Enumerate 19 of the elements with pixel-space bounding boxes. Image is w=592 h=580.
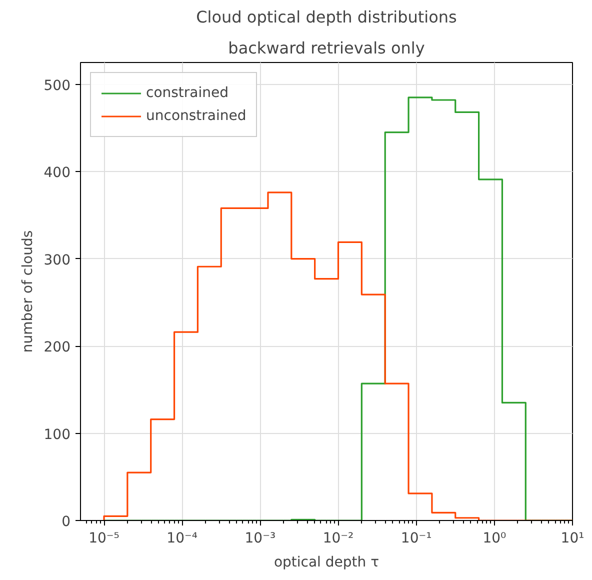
y-axis-title: number of clouds [20, 230, 36, 353]
y-tick-label: 0 [62, 514, 71, 530]
x-tick-label: 10¹ [560, 530, 584, 546]
legend-label: constrained [146, 85, 229, 101]
chart-subtitle: backward retrievals only [228, 38, 425, 58]
y-tick-label: 100 [44, 426, 71, 443]
y-tick-label: 300 [44, 252, 71, 268]
chart-title: Cloud optical depth distributions [196, 8, 457, 26]
x-tick-label: 10⁻⁴ [166, 530, 198, 546]
x-tick-label: 10⁰ [482, 530, 507, 546]
x-tick-label: 10⁻⁵ [88, 530, 120, 546]
x-axis-title: optical depth τ [274, 554, 380, 570]
y-tick-label: 400 [44, 165, 71, 182]
y-tick-label: 500 [44, 78, 71, 94]
x-tick-label: 10⁻³ [244, 530, 276, 546]
x-tick-label: 10⁻¹ [400, 530, 432, 546]
y-tick-label: 200 [44, 340, 71, 356]
legend-label: unconstrained [146, 108, 246, 124]
x-tick-label: 10⁻² [322, 530, 354, 546]
